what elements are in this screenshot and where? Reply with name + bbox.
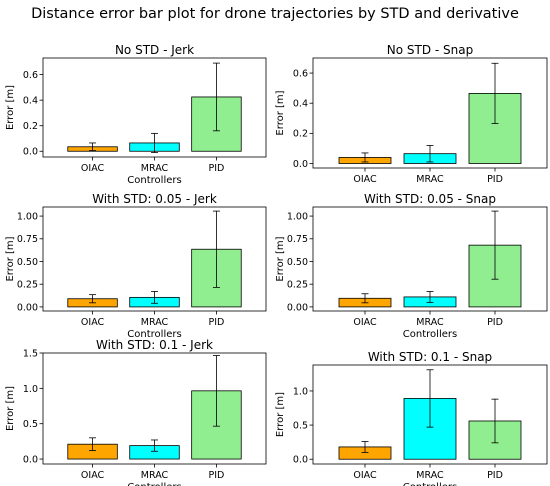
subplot-5: With STD: 0.1 - Jerk OIAC MRAC PID 0.0 0.5 1.0… (5, 338, 267, 486)
x-axis-label: Controllers (403, 329, 457, 340)
subplot-title: With STD: 0.1 - Snap (368, 350, 492, 364)
subplot-title: No STD - Snap (387, 43, 473, 57)
y-tick-label: 1.0 (23, 384, 38, 395)
subplot-3: With STD: 0.05 - Jerk OIAC MRAC PID 0.00 0.25… (5, 192, 267, 340)
y-tick-label: 0.2 (23, 121, 38, 132)
y-tick-label: 0.5 (23, 419, 38, 430)
x-tick-label: MRAC (141, 470, 169, 481)
y-tick-label: 0.75 (287, 234, 308, 245)
y-tick-label: 0.00 (17, 302, 38, 313)
subplot-title: With STD: 0.05 - Snap (364, 192, 496, 206)
x-axis-label: Controllers (127, 175, 181, 186)
y-tick-label: 0.00 (287, 302, 308, 313)
subplot-1: No STD - Jerk OIAC MRAC PID 0.0 0.2 0.4 0.6 Cont… (5, 43, 267, 186)
y-tick-label: 0.25 (17, 280, 38, 291)
x-tick-label: MRAC (141, 163, 169, 174)
subplot-2: No STD - Snap OIAC MRAC PID 0.0 0.2 0.4 0.6 Erro… (275, 43, 548, 185)
x-tick-label: OIAC (353, 174, 377, 185)
x-tick-label: MRAC (141, 317, 169, 328)
subplot-6: With STD: 0.1 - Snap OIAC MRAC PID 0.0 0.5 1.0… (275, 350, 548, 486)
y-axis-label: Error [m] (5, 85, 16, 130)
y-tick-label: 0.6 (293, 68, 308, 79)
y-tick-label: 1.0 (293, 386, 308, 397)
x-axis-label: Controllers (127, 482, 181, 486)
axes-frame (312, 206, 548, 312)
x-axis-label: Controllers (127, 329, 181, 340)
x-tick-label: MRAC (416, 174, 444, 185)
axes-frame (42, 352, 267, 465)
x-tick-label: OIAC (353, 470, 377, 481)
axes-frame (312, 364, 548, 465)
subplot-title: With STD: 0.05 - Jerk (92, 192, 217, 206)
y-tick-label: 0.50 (17, 257, 38, 268)
axes-frame (42, 206, 267, 312)
x-tick-label: MRAC (416, 470, 444, 481)
y-tick-label: 0.0 (293, 159, 308, 170)
axes-frame (42, 57, 267, 158)
y-tick-label: 0.0 (23, 147, 38, 158)
axes-frame (312, 57, 548, 169)
x-tick-label: OIAC (81, 470, 105, 481)
y-axis-label: Error [m] (275, 392, 286, 437)
y-tick-label: 1.00 (17, 211, 38, 222)
y-axis-label: Error [m] (275, 90, 286, 135)
y-axis-label: Error [m] (5, 386, 16, 431)
figure-title: Distance error bar plot for drone trajec… (31, 6, 519, 22)
y-axis-label: Error [m] (275, 236, 286, 281)
x-tick-label: MRAC (416, 317, 444, 328)
x-tick-label: PID (487, 470, 503, 481)
y-tick-label: 0.6 (23, 70, 38, 81)
x-tick-label: PID (487, 317, 503, 328)
x-tick-label: PID (209, 163, 225, 174)
y-tick-label: 0.50 (287, 257, 308, 268)
subplot-title: No STD - Jerk (115, 43, 194, 57)
y-tick-label: 0.25 (287, 280, 308, 291)
y-tick-label: 0.4 (293, 99, 308, 110)
subplot-4: With STD: 0.05 - Snap OIAC MRAC PID 0.00 0.25… (275, 192, 548, 340)
y-tick-label: 0.0 (23, 454, 38, 465)
y-tick-label: 0.5 (293, 420, 308, 431)
y-tick-label: 0.0 (293, 455, 308, 466)
subplot-title: With STD: 0.1 - Jerk (96, 338, 213, 352)
x-tick-label: OIAC (353, 317, 377, 328)
y-tick-label: 1.00 (287, 211, 308, 222)
x-tick-label: PID (209, 470, 225, 481)
x-tick-label: PID (209, 317, 225, 328)
y-tick-label: 0.2 (293, 129, 308, 140)
x-tick-label: PID (487, 174, 503, 185)
y-tick-label: 1.5 (23, 348, 38, 359)
x-axis-label: Controllers (403, 482, 457, 486)
x-tick-label: OIAC (81, 163, 105, 174)
y-tick-label: 0.75 (17, 234, 38, 245)
y-tick-label: 0.4 (23, 96, 38, 107)
x-tick-label: OIAC (81, 317, 105, 328)
y-axis-label: Error [m] (5, 236, 16, 281)
